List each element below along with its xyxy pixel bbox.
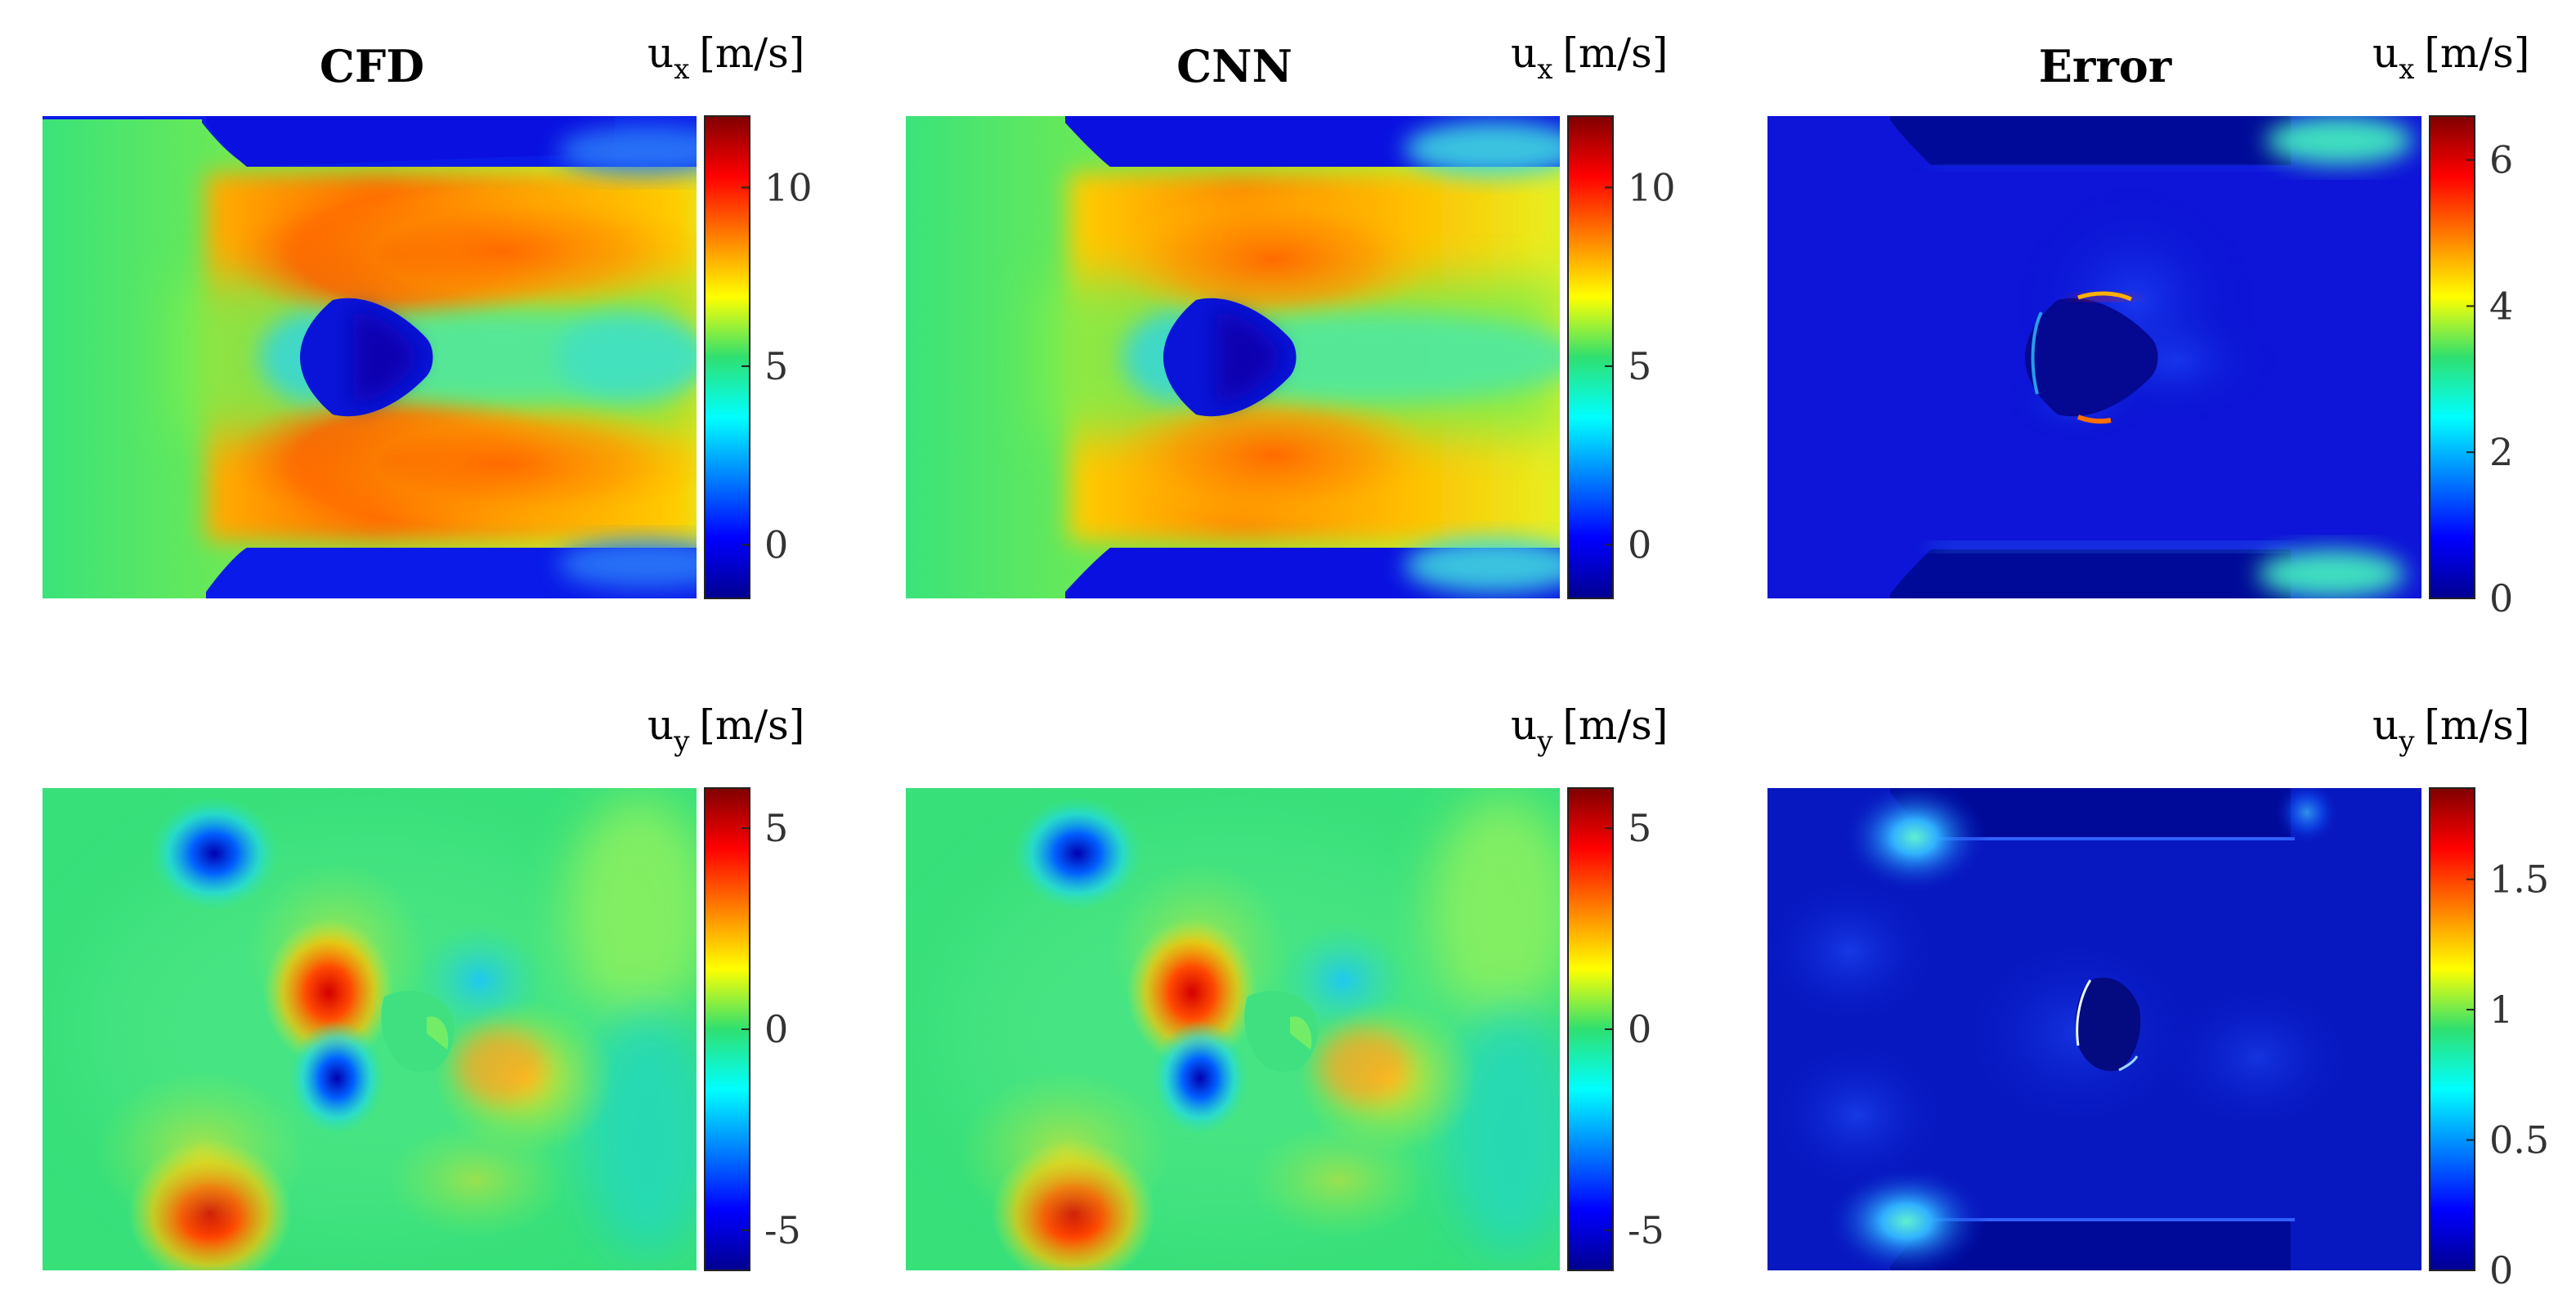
colorbar-tick-label: 5 bbox=[1628, 344, 1651, 388]
colorbar-tick-label: 10 bbox=[1628, 165, 1676, 209]
colorbar-tick-label: 0 bbox=[764, 1007, 788, 1051]
field-map-err-uy bbox=[1767, 788, 2421, 1270]
column-title-cfd: CFD bbox=[320, 40, 424, 92]
colorbar-tick-label: 1.5 bbox=[2489, 858, 2549, 902]
panel-cnn-uy: uy [m/s] 5 0 -5 bbox=[906, 701, 1668, 1287]
field-map-cnn-uy bbox=[906, 788, 1576, 1287]
colorbar-tick-label: -5 bbox=[764, 1208, 801, 1252]
colorbar-label-cnn-uy: uy [m/s] bbox=[1511, 701, 1668, 758]
field-map-cnn-ux bbox=[906, 116, 1584, 598]
field-map-cfd-uy bbox=[43, 788, 713, 1287]
panel-cfd-ux: ux [m/s] 10 5 0 bbox=[43, 29, 813, 599]
column-title-cnn: CNN bbox=[1176, 40, 1292, 92]
colorbar-tick-label: 5 bbox=[764, 806, 788, 850]
colorbar-tick-label: 1 bbox=[2489, 988, 2513, 1032]
colorbar-err-ux bbox=[2429, 115, 2475, 599]
panel-cfd-uy: uy [m/s] 5 0 -5 bbox=[43, 701, 804, 1287]
panel-err-ux: ux [m/s] 6 4 2 0 bbox=[1767, 29, 2529, 620]
colorbar-label-err-uy: uy [m/s] bbox=[2372, 701, 2529, 758]
colorbar-tick-label: -5 bbox=[1628, 1208, 1664, 1252]
field-map-cfd-ux bbox=[43, 116, 737, 598]
colorbar-tick-label: 5 bbox=[764, 344, 788, 388]
colorbar-tick-label: 0.5 bbox=[2489, 1118, 2549, 1162]
column-title-error: Error bbox=[2039, 40, 2172, 92]
colorbar-err-uy bbox=[2429, 787, 2475, 1271]
colorbar-label-cnn-ux: ux [m/s] bbox=[1511, 29, 1668, 86]
colorbar-tick-label: 4 bbox=[2489, 284, 2513, 328]
colorbar-tick-label: 0 bbox=[764, 522, 788, 567]
colorbar-tick-label: 0 bbox=[2489, 576, 2513, 620]
colorbar-tick-label: 6 bbox=[2489, 138, 2513, 182]
colorbar-tick-label: 0 bbox=[2489, 1248, 2513, 1292]
colorbar-tick-label: 2 bbox=[2489, 430, 2513, 474]
colorbar-label-err-ux: ux [m/s] bbox=[2372, 29, 2529, 86]
colorbar-tick-label: 0 bbox=[1628, 1007, 1651, 1051]
panel-err-uy: uy [m/s] 1.5 1 0.5 0 bbox=[1767, 701, 2549, 1292]
colorbar-label-cfd-uy: uy [m/s] bbox=[647, 701, 804, 758]
colorbar-cfd-ux bbox=[704, 115, 750, 599]
colorbar-tick-label: 0 bbox=[1628, 522, 1651, 567]
panel-cnn-ux: ux [m/s] 10 5 0 bbox=[906, 29, 1676, 599]
colorbar-tick-label: 5 bbox=[1628, 806, 1651, 850]
colorbar-tick-label: 10 bbox=[764, 165, 813, 209]
colorbar-label-cfd-ux: ux [m/s] bbox=[647, 29, 804, 86]
field-map-err-ux bbox=[1767, 116, 2421, 598]
colorbar-cnn-ux bbox=[1567, 115, 1614, 599]
